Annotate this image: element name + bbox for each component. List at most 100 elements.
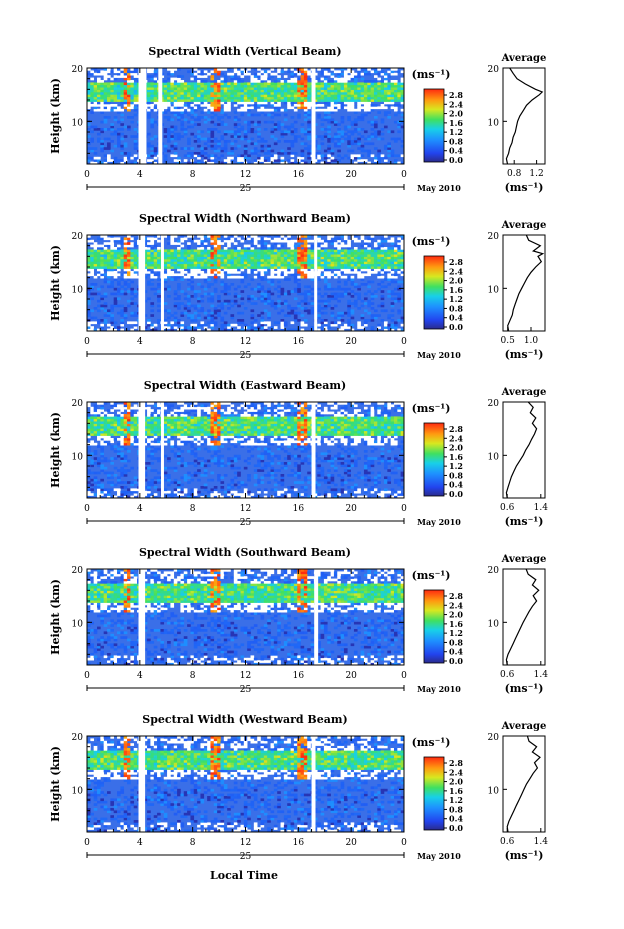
heatmap-cell xyxy=(397,237,401,241)
heatmap-cell xyxy=(143,263,148,267)
heatmap-cell xyxy=(120,418,125,422)
heatmap-cell xyxy=(193,87,198,90)
heatmap-cell xyxy=(177,101,181,105)
heatmap-cell xyxy=(360,68,365,71)
heatmap-cell xyxy=(163,159,168,162)
heatmap-cell xyxy=(233,92,238,95)
heatmap-cell xyxy=(117,87,121,90)
heatmap-cell xyxy=(250,128,255,131)
heatmap-cell xyxy=(117,414,121,417)
heatmap-cell xyxy=(150,99,155,102)
heatmap-cell xyxy=(173,135,178,138)
heatmap-cell xyxy=(207,235,211,238)
heatmap-cell xyxy=(360,72,365,76)
heatmap-cell xyxy=(353,249,358,253)
heatmap-cell xyxy=(100,295,104,298)
heatmap-cell xyxy=(397,87,401,90)
heatmap-cell xyxy=(397,256,401,260)
heatmap-cell xyxy=(150,256,155,260)
heatmap-cell xyxy=(167,273,171,277)
heatmap-cell xyxy=(150,247,155,250)
heatmap-cell xyxy=(163,266,168,269)
heatmap-cell xyxy=(367,302,371,305)
heatmap-cell xyxy=(270,149,275,153)
heatmap-cell xyxy=(280,263,285,267)
heatmap-cell xyxy=(397,239,401,243)
heatmap-cell xyxy=(373,106,378,110)
heatmap-cell xyxy=(253,254,258,257)
heatmap-cell xyxy=(223,94,228,98)
heatmap-cell xyxy=(263,82,268,86)
heatmap-cell xyxy=(300,328,305,332)
heatmap-cell xyxy=(117,128,121,131)
heatmap-cell xyxy=(207,249,211,253)
heatmap-cell xyxy=(220,120,225,124)
heatmap-cell xyxy=(357,128,361,131)
heatmap-cell xyxy=(370,254,375,257)
heatmap-cell xyxy=(277,101,281,105)
heatmap-cell xyxy=(260,259,265,262)
heatmap-cell xyxy=(100,478,104,482)
heatmap-cell xyxy=(357,82,361,86)
heatmap-cell xyxy=(133,89,138,93)
heatmap-cell xyxy=(383,249,388,253)
heatmap-cell xyxy=(297,261,301,265)
heatmap-cell xyxy=(107,106,111,110)
heatmap-cell xyxy=(327,237,331,241)
heatmap-cell xyxy=(147,271,151,274)
heatmap-cell xyxy=(110,247,114,250)
heatmap-cell xyxy=(367,99,371,102)
heatmap-cell xyxy=(367,244,371,248)
heatmap-cell xyxy=(267,108,271,112)
heatmap-cell xyxy=(100,433,104,436)
heatmap-cell xyxy=(343,261,348,265)
heatmap-cell xyxy=(130,101,135,105)
heatmap-cell xyxy=(353,99,358,102)
heatmap-cell xyxy=(90,89,94,93)
heatmap-cell xyxy=(390,80,395,83)
heatmap-cell xyxy=(333,254,338,257)
heatmap-cell xyxy=(327,283,331,286)
heatmap-cell xyxy=(100,70,104,74)
heatmap-cell xyxy=(250,256,255,260)
heatmap-cell xyxy=(343,311,348,315)
heatmap-cell xyxy=(303,108,308,112)
heatmap-cell xyxy=(177,323,181,327)
heatmap-cell xyxy=(87,290,91,293)
heatmap-cell xyxy=(347,125,351,129)
heatmap-cell xyxy=(390,130,395,134)
heatmap-cell xyxy=(330,120,335,124)
heatmap-cell xyxy=(250,152,255,155)
heatmap-cell xyxy=(113,438,118,441)
heatmap-cell xyxy=(297,104,301,107)
heatmap-cell xyxy=(263,144,268,148)
heatmap-cell xyxy=(303,87,308,90)
heatmap-cell xyxy=(237,82,241,86)
heatmap-cell xyxy=(143,271,148,274)
colorbar-tick-label: 1.6 xyxy=(449,285,463,295)
heatmap-cell xyxy=(400,154,405,158)
heatmap-cell xyxy=(93,87,98,90)
heatmap-cell xyxy=(167,275,171,279)
heatmap-cell xyxy=(280,321,285,325)
heatmap-cell xyxy=(280,70,285,74)
heatmap-cell xyxy=(230,96,235,100)
heatmap-cell xyxy=(147,142,151,146)
heatmap-cell xyxy=(223,323,228,327)
heatmap-cell xyxy=(210,254,215,257)
heatmap-cell xyxy=(167,128,171,131)
heatmap-cell xyxy=(150,287,155,291)
heatmap-cell xyxy=(210,99,215,102)
heatmap-cell xyxy=(380,261,385,265)
heatmap-cell xyxy=(363,321,368,325)
heatmap-cell xyxy=(377,314,381,317)
heatmap-cell xyxy=(370,316,375,320)
heatmap-cell xyxy=(307,244,311,248)
heatmap-cell xyxy=(323,92,328,95)
heatmap-cell xyxy=(373,271,378,274)
heatmap-cell xyxy=(107,328,111,332)
heatmap-cell xyxy=(103,261,108,265)
heatmap-cell xyxy=(377,242,381,245)
heatmap-cell xyxy=(287,249,291,253)
heatmap-cell xyxy=(133,68,138,71)
